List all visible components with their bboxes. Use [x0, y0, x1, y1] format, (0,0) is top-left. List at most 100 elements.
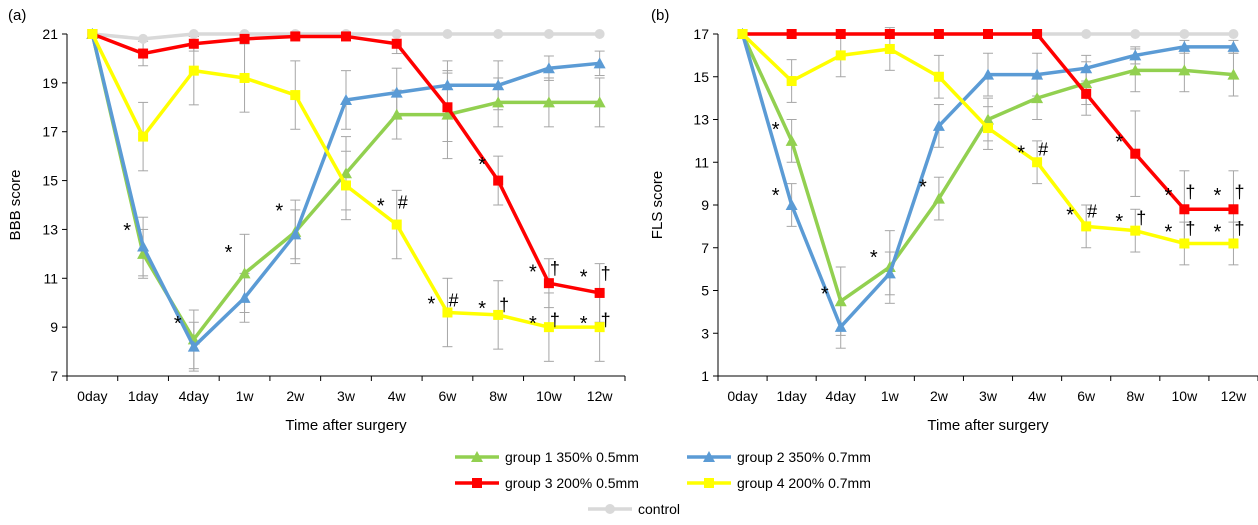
- data-point-group-1-350-0-5mm: [390, 108, 403, 120]
- x-tick-label: 3w: [337, 388, 356, 404]
- data-point-group-2-350-0-7mm: [340, 93, 352, 105]
- x-tick-label: 1day: [776, 388, 806, 404]
- data-point-control: [1228, 29, 1239, 39]
- annotation-mark: *: [377, 196, 385, 218]
- x-tick-label: 1w: [881, 388, 900, 404]
- annotation-mark: *: [1115, 211, 1123, 233]
- data-point-group-4-200-0-7mm: [391, 219, 402, 230]
- x-tick-label: 2w: [286, 388, 305, 404]
- data-point-group-1-350-0-5mm: [593, 96, 606, 108]
- y-tick-label: 21: [42, 26, 58, 42]
- data-point-control: [1130, 29, 1141, 39]
- data-point-group-4-200-0-7mm: [543, 322, 554, 333]
- x-axis-title: Time after surgery: [927, 417, 1049, 434]
- x-tick-label: 0day: [77, 388, 107, 404]
- annotation-mark: #: [1038, 139, 1048, 159]
- annotation-mark: †: [550, 259, 560, 279]
- data-point-group-1-350-0-5mm: [1129, 64, 1142, 76]
- data-point-group-3-200-0-5mm: [239, 33, 250, 44]
- data-point-group-3-200-0-5mm: [138, 48, 149, 59]
- data-point-group-4-200-0-7mm: [188, 65, 199, 76]
- panel-a: 7 9 11 13 15 17 19 21 0day 1day 4day 1w 2w 3w 4w 6w 8w 10…: [7, 7, 626, 434]
- data-point-group-3-200-0-5mm: [391, 38, 402, 49]
- data-point-group-1-350-0-5mm: [340, 167, 352, 179]
- data-point-control: [188, 29, 199, 39]
- legend-label-group-3-200-0-5mm: group 3 200% 0.5mm: [505, 475, 639, 491]
- y-tick-label: 7: [701, 240, 709, 256]
- panel-label: (a): [8, 7, 26, 24]
- data-point-group-3-200-0-5mm: [983, 29, 993, 39]
- data-point-control: [594, 29, 605, 39]
- x-axis-title: Time after surgery: [285, 417, 407, 434]
- x-tick-label: 4day: [179, 388, 209, 404]
- annotation-mark: #: [448, 290, 458, 310]
- data-point-group-4-200-0-7mm: [138, 131, 149, 142]
- data-point-group-1-350-0-5mm: [238, 267, 251, 279]
- annotation-mark: *: [580, 266, 588, 288]
- data-point-group-2-350-0-7mm: [1031, 68, 1044, 80]
- annotation-mark: *: [1017, 142, 1025, 164]
- data-point-group-3-200-0-5mm: [341, 31, 351, 42]
- data-point-control: [1081, 29, 1092, 39]
- data-point-group-2-350-0-7mm: [1227, 40, 1240, 52]
- data-point-group-4-200-0-7mm: [239, 72, 250, 83]
- y-tick-label: 11: [694, 154, 709, 170]
- data-point-group-2-350-0-7mm: [492, 79, 505, 91]
- data-point-group-4-200-0-7mm: [290, 90, 301, 101]
- x-tick-label: 4day: [826, 388, 856, 404]
- data-point-group-2-350-0-7mm: [1129, 49, 1142, 61]
- data-point-group-3-200-0-5mm: [290, 31, 301, 42]
- data-point-group-2-350-0-7mm: [1080, 62, 1093, 74]
- y-tick-label: 13: [693, 112, 709, 128]
- annotation-mark: †: [499, 295, 509, 315]
- data-point-group-1-350-0-5mm: [441, 108, 454, 120]
- data-point-group-2-350-0-7mm: [593, 57, 606, 69]
- x-tick-label: 1w: [236, 388, 255, 404]
- annotation-mark: †: [1234, 219, 1244, 239]
- y-tick-label: 7: [50, 368, 58, 384]
- data-point-control: [391, 29, 402, 39]
- data-point-group-2-350-0-7mm: [1178, 40, 1191, 52]
- data-point-group-2-350-0-7mm: [932, 119, 945, 131]
- data-point-group-4-200-0-7mm: [983, 123, 993, 134]
- y-tick-label: 15: [693, 69, 709, 85]
- annotation-mark: *: [1214, 185, 1222, 207]
- annotation-mark: *: [428, 293, 436, 315]
- annotation-mark: *: [821, 284, 829, 306]
- annotation-mark: *: [580, 313, 588, 335]
- annotation-mark: #: [1087, 201, 1097, 221]
- x-tick-label: 10w: [536, 388, 563, 404]
- y-tick-label: 17: [42, 124, 58, 140]
- data-point-group-2-350-0-7mm: [982, 68, 994, 80]
- data-point-group-2-350-0-7mm: [785, 199, 798, 210]
- x-tick-label: 3w: [979, 388, 998, 404]
- x-tick-label: 0day: [727, 388, 757, 404]
- data-point-group-1-350-0-5mm: [785, 134, 798, 146]
- x-tick-label: 12w: [1221, 388, 1248, 404]
- data-point-control: [138, 33, 149, 44]
- annotation-mark: #: [398, 193, 408, 213]
- y-tick-label: 13: [42, 221, 58, 237]
- annotation-mark: *: [225, 242, 233, 264]
- annotation-mark: *: [1066, 204, 1074, 226]
- y-tick-label: 11: [43, 270, 58, 286]
- annotation-mark: *: [529, 262, 537, 284]
- annotation-mark: *: [919, 177, 927, 199]
- annotation-mark: *: [1164, 222, 1172, 244]
- data-point-group-4-200-0-7mm: [933, 71, 944, 82]
- data-point-group-1-350-0-5mm: [834, 295, 847, 307]
- y-tick-label: 19: [42, 75, 58, 91]
- legend-marker-group-3-200-0-5mm: [472, 478, 482, 488]
- legend-label-group-4-200-0-7mm: group 4 200% 0.7mm: [737, 475, 871, 491]
- data-point-group-2-350-0-7mm: [441, 79, 454, 91]
- data-point-group-4-200-0-7mm: [786, 76, 797, 87]
- y-tick-label: 3: [701, 325, 709, 341]
- data-point-group-1-350-0-5mm: [542, 96, 555, 108]
- annotation-mark: *: [123, 220, 131, 242]
- data-point-group-4-200-0-7mm: [737, 29, 748, 39]
- legend-marker-group-1-350-0-5mm: [471, 451, 483, 462]
- data-point-group-4-200-0-7mm: [1228, 238, 1239, 249]
- data-point-group-4-200-0-7mm: [594, 322, 605, 333]
